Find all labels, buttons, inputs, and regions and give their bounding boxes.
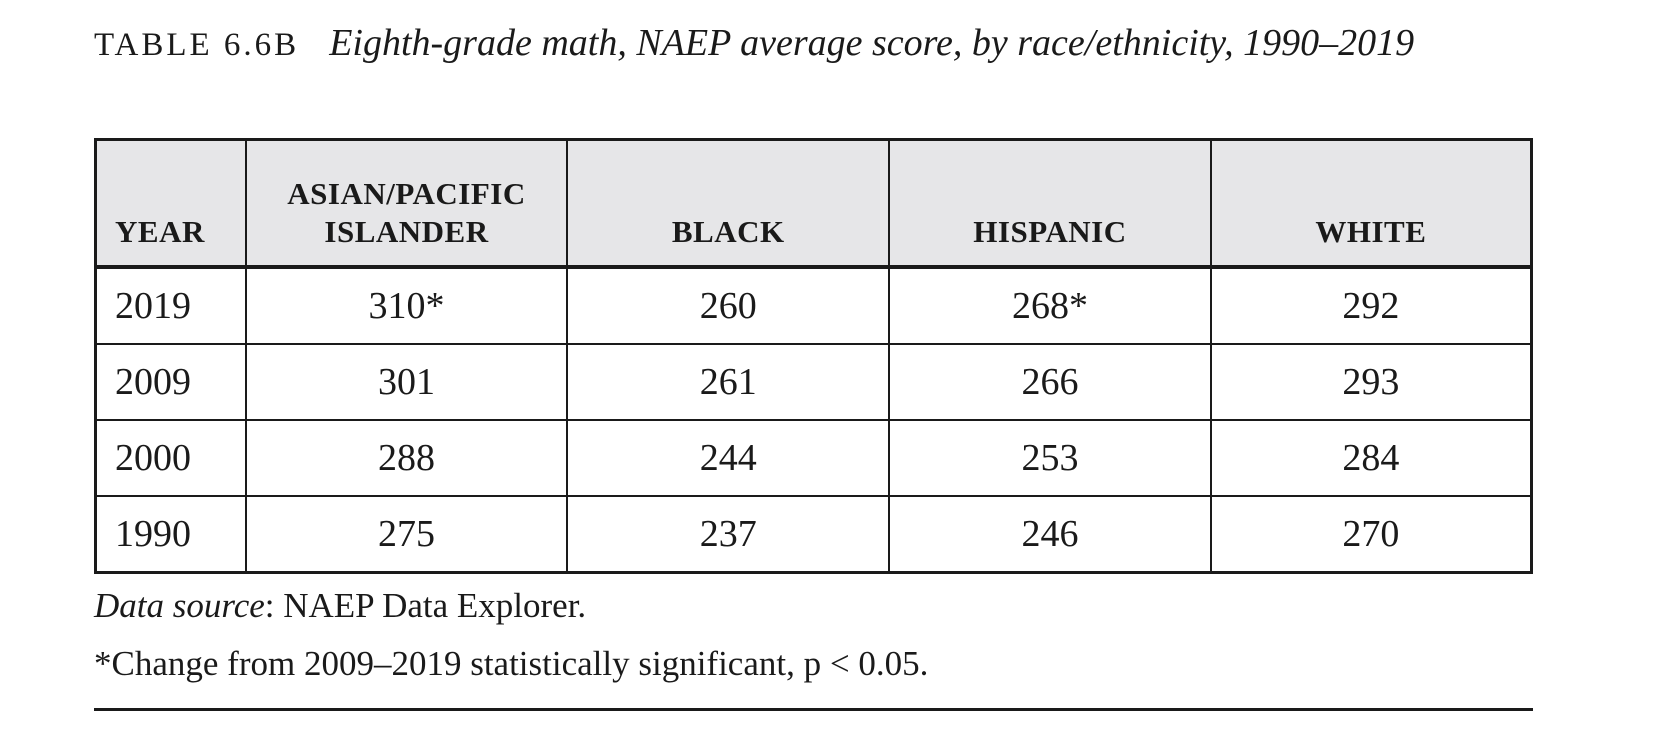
cell-black: 244 [566, 419, 891, 497]
header-year: YEAR [94, 138, 247, 269]
cell-year: 2019 [94, 266, 247, 345]
bottom-rule [94, 708, 1533, 711]
table-notes: Data source: NAEP Data Explorer. *Change… [94, 586, 1533, 702]
cell-asian: 301 [244, 343, 569, 421]
cell-hispanic: 268* [888, 266, 1212, 345]
data-source-text: : NAEP Data Explorer. [264, 586, 587, 625]
cell-hispanic: 266 [888, 343, 1212, 421]
header-white: WHITE [1209, 138, 1533, 269]
table-caption: TABLE 6.6B Eighth-grade math, NAEP averag… [94, 18, 1454, 70]
cell-year: 2000 [94, 419, 247, 497]
cell-asian: 275 [244, 495, 569, 574]
cell-white: 284 [1209, 419, 1533, 497]
cell-black: 260 [566, 266, 891, 345]
header-black: BLACK [566, 138, 891, 269]
cell-white: 270 [1209, 495, 1533, 574]
header-hispanic: HISPANIC [888, 138, 1212, 269]
header-asian-line1: ASIAN/PACIFIC [287, 176, 526, 211]
header-asian-pacific-islander: ASIAN/PACIFIC ISLANDER [244, 138, 569, 269]
cell-year: 1990 [94, 495, 247, 574]
data-source-label: Data source [94, 586, 265, 625]
table-row: 1990 275 237 246 270 [94, 495, 1533, 574]
table-row: 2000 288 244 253 284 [94, 419, 1533, 497]
cell-white: 293 [1209, 343, 1533, 421]
cell-asian: 310* [244, 266, 569, 345]
cell-asian: 288 [244, 419, 569, 497]
header-asian-line2: ISLANDER [324, 214, 489, 249]
cell-hispanic: 253 [888, 419, 1212, 497]
cell-year: 2009 [94, 343, 247, 421]
header-row: YEAR ASIAN/PACIFIC ISLANDER BLACK HISPANI… [94, 138, 1533, 269]
cell-black: 237 [566, 495, 891, 574]
cell-hispanic: 246 [888, 495, 1212, 574]
significance-footnote: *Change from 2009–2019 statistically sig… [94, 644, 929, 683]
data-source-note: Data source: NAEP Data Explorer. [94, 586, 1533, 626]
table-title: Eighth-grade math, NAEP average score, b… [329, 22, 1415, 64]
table-number: TABLE 6.6B [94, 27, 300, 63]
score-table: YEAR ASIAN/PACIFIC ISLANDER BLACK HISPANI… [94, 138, 1533, 574]
table-row: 2009 301 261 266 293 [94, 343, 1533, 421]
cell-white: 292 [1209, 266, 1533, 345]
cell-black: 261 [566, 343, 891, 421]
table-row: 2019 310* 260 268* 292 [94, 266, 1533, 345]
table-figure: TABLE 6.6B Eighth-grade math, NAEP averag… [94, 18, 1534, 711]
